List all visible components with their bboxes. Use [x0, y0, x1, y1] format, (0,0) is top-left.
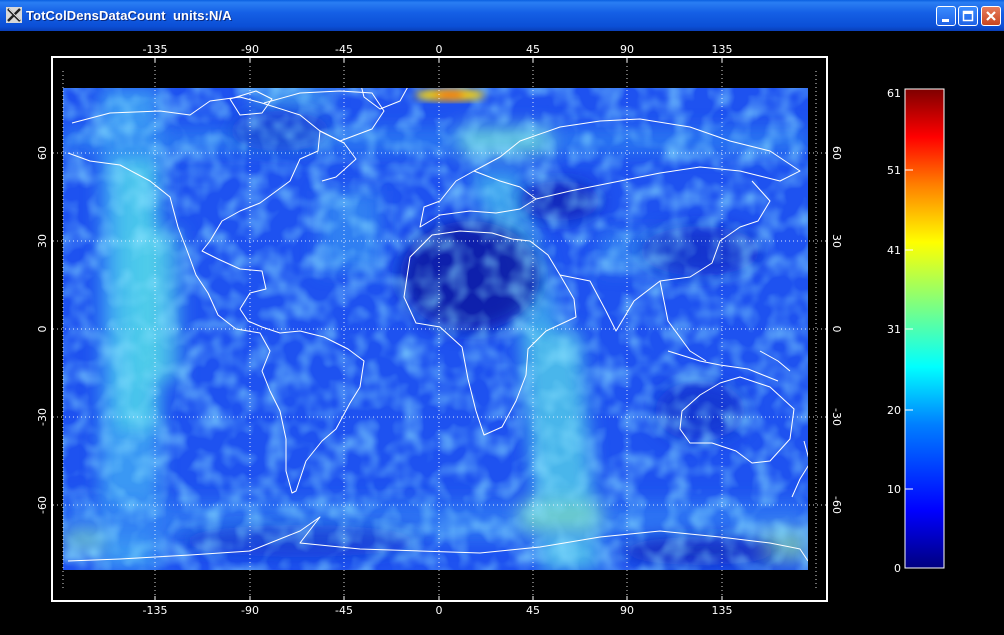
colorbar-label: 61 — [887, 87, 901, 100]
close-button[interactable] — [981, 6, 1001, 26]
close-icon — [986, 11, 996, 21]
title-bar[interactable]: TotColDensDataCount units:N/A — [0, 0, 1004, 31]
left-lat-labels: 60 30 0 -30 -60 — [36, 146, 49, 514]
left-lat-label: 60 — [36, 146, 49, 160]
left-lat-label: 30 — [36, 234, 49, 248]
colorbar-label: 31 — [887, 323, 901, 336]
bottom-lon-labels: -135 -90 -45 0 45 90 135 — [143, 604, 733, 617]
right-lat-label: -30 — [830, 408, 843, 426]
colorbar-label: 20 — [887, 404, 901, 417]
top-lon-labels: -135 -90 -45 0 45 90 135 — [143, 43, 733, 56]
plot-area: -135 -90 -45 0 45 90 135 -135 -90 -45 0 … — [0, 31, 1004, 631]
bottom-lon-label: 135 — [712, 604, 733, 617]
data-heatmap — [63, 88, 808, 570]
left-lat-label: -60 — [36, 496, 49, 514]
minimize-icon — [942, 19, 949, 22]
colorbar-label: 41 — [887, 244, 901, 257]
graticule — [53, 58, 826, 600]
top-lon-label: -45 — [335, 43, 353, 56]
right-lat-label: 30 — [830, 234, 843, 248]
left-lat-label: -30 — [36, 408, 49, 426]
bottom-lon-label: -135 — [143, 604, 168, 617]
lon-ticks — [154, 57, 723, 601]
right-lat-label: -60 — [830, 496, 843, 514]
colorbar-label: 51 — [887, 164, 901, 177]
right-lat-labels: 60 30 0 -30 -60 — [830, 146, 843, 514]
top-lon-label: 45 — [526, 43, 540, 56]
x-window-icon — [6, 7, 22, 23]
bottom-lon-label: -90 — [241, 604, 259, 617]
left-lat-label: 0 — [36, 326, 49, 333]
maximize-button[interactable] — [958, 6, 978, 26]
top-lon-label: -90 — [241, 43, 259, 56]
bottom-lon-label: 90 — [620, 604, 634, 617]
bottom-lon-label: 45 — [526, 604, 540, 617]
bottom-lon-label: 0 — [436, 604, 443, 617]
colorbar-label: 0 — [894, 562, 901, 575]
top-lon-label: -135 — [143, 43, 168, 56]
coastlines — [67, 88, 808, 562]
right-lat-label: 0 — [830, 326, 843, 333]
colorbar-label: 10 — [887, 483, 901, 496]
top-lon-label: 135 — [712, 43, 733, 56]
minimize-button[interactable] — [936, 6, 956, 26]
right-lat-label: 60 — [830, 146, 843, 160]
bottom-lon-label: -45 — [335, 604, 353, 617]
window-title: TotColDensDataCount units:N/A — [26, 8, 232, 23]
top-lon-label: 0 — [436, 43, 443, 56]
colorbar: 61 51 41 31 20 10 0 — [887, 87, 945, 575]
top-lon-label: 90 — [620, 43, 634, 56]
maximize-icon — [962, 10, 974, 22]
